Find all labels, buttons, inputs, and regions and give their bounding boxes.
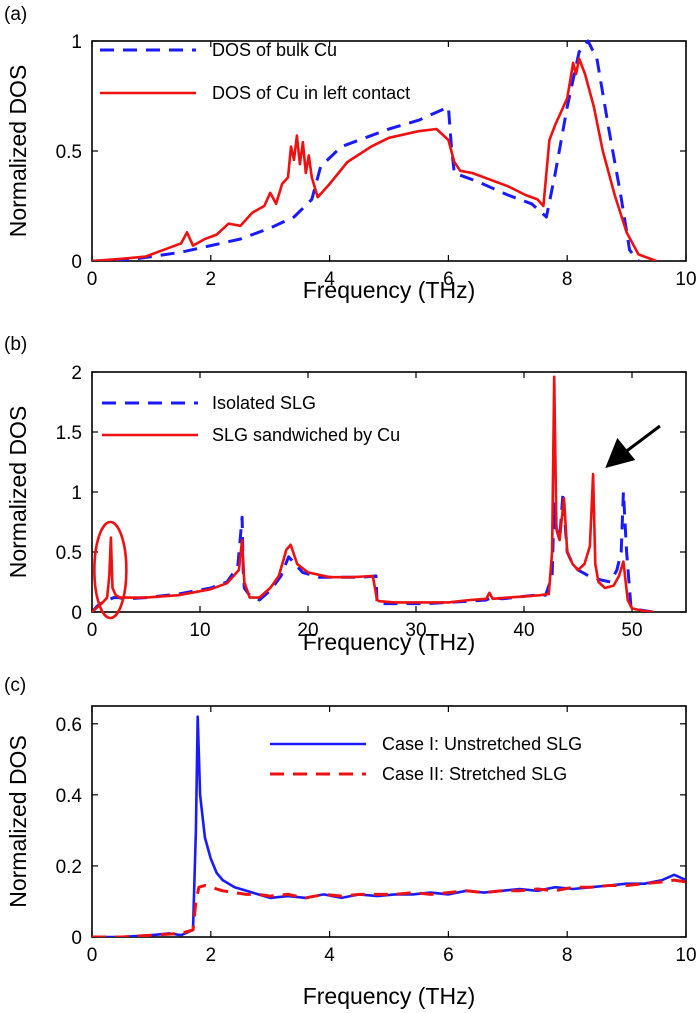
x-tick-label: 8 [562, 269, 573, 290]
y-tick-label: 1.5 [56, 423, 82, 444]
x-tick-label: 2 [206, 945, 217, 966]
legend-entry-1: Isolated SLG [212, 393, 316, 413]
y-axis-label: Normalized DOS [5, 65, 31, 238]
series-line-2 [92, 375, 654, 612]
x-tick-label: 20 [297, 620, 318, 641]
x-tick-label: 6 [443, 945, 454, 966]
x-tick-label: 50 [621, 620, 642, 641]
x-axis-label: Frequency (THz) [303, 277, 476, 303]
x-tick-label: 0 [87, 620, 98, 641]
y-tick-label: 2 [71, 363, 82, 384]
legend-entry-1: Case I: Unstretched SLG [382, 734, 582, 754]
legend-entry-1: DOS of bulk Cu [212, 40, 337, 60]
x-tick-label: 10 [675, 945, 696, 966]
series-line-1 [92, 490, 654, 612]
series-line-1 [92, 39, 640, 261]
legend-entry-2: Case II: Stretched SLG [382, 764, 567, 784]
panel-label: (b) [4, 334, 27, 355]
legend-entry-2: SLG sandwiched by Cu [212, 425, 400, 445]
panel-label: (c) [4, 675, 26, 696]
legend-entry-2: DOS of Cu in left contact [212, 83, 410, 103]
x-tick-label: 10 [189, 620, 210, 641]
x-axis-label: Frequency (THz) [303, 983, 476, 1009]
x-tick-label: 10 [675, 269, 696, 290]
legend: DOS of bulk Cu DOS of Cu in left contact [100, 40, 410, 103]
series-line-2 [92, 57, 657, 261]
x-axis-label: Frequency (THz) [303, 629, 476, 655]
plot-frame [91, 40, 687, 262]
x-tick-label: 0 [87, 269, 98, 290]
y-tick-label: 1 [71, 32, 82, 53]
y-tick-label: 0.2 [56, 857, 82, 878]
y-tick-label: 0.6 [56, 715, 82, 736]
x-tick-label: 2 [206, 269, 217, 290]
x-tick-label: 4 [324, 945, 335, 966]
x-tick-label: 40 [513, 620, 534, 641]
y-tick-label: 0 [71, 252, 82, 273]
y-tick-label: 0.4 [56, 786, 83, 807]
highlight-ellipse [93, 520, 128, 620]
x-tick-label: 4 [324, 269, 335, 290]
plot-frame [91, 705, 687, 938]
y-tick-label: 1 [71, 483, 82, 504]
x-tick-label: 0 [87, 945, 98, 966]
y-axis-label: Normalized DOS [5, 406, 31, 579]
x-tick-label: 30 [405, 620, 426, 641]
y-axis-label: Normalized DOS [5, 735, 31, 908]
series-line-2 [92, 878, 686, 937]
y-tick-label: 0.5 [56, 142, 82, 163]
chart-panel-1: (a) 0 2 4 6 8 10 0 0.5 1 Frequency (THz) Normalized… [4, 4, 697, 303]
x-tick-label: 6 [443, 269, 454, 290]
chart-panel-3: (c) 0 2 4 6 8 10 0 0.2 0.4 0.6 Frequency (THz) Norma… [4, 675, 697, 1009]
x-tick-label: 8 [562, 945, 573, 966]
chart-panel-2: (b) 0 10 20 30 40 50 0 0.5 1 1.5 2 Frequency (THz) No… [4, 334, 687, 655]
y-tick-label: 0 [71, 603, 82, 624]
legend: Case I: Unstretched SLG Case II: Stretche… [270, 734, 582, 784]
y-tick-label: 0.5 [56, 543, 82, 564]
annotation-arrow-shaft [624, 424, 661, 454]
y-tick-label: 0 [71, 928, 82, 949]
panel-label: (a) [4, 4, 27, 25]
legend: Isolated SLG SLG sandwiched by Cu [102, 393, 400, 445]
annotation-arrow-head [605, 438, 636, 468]
